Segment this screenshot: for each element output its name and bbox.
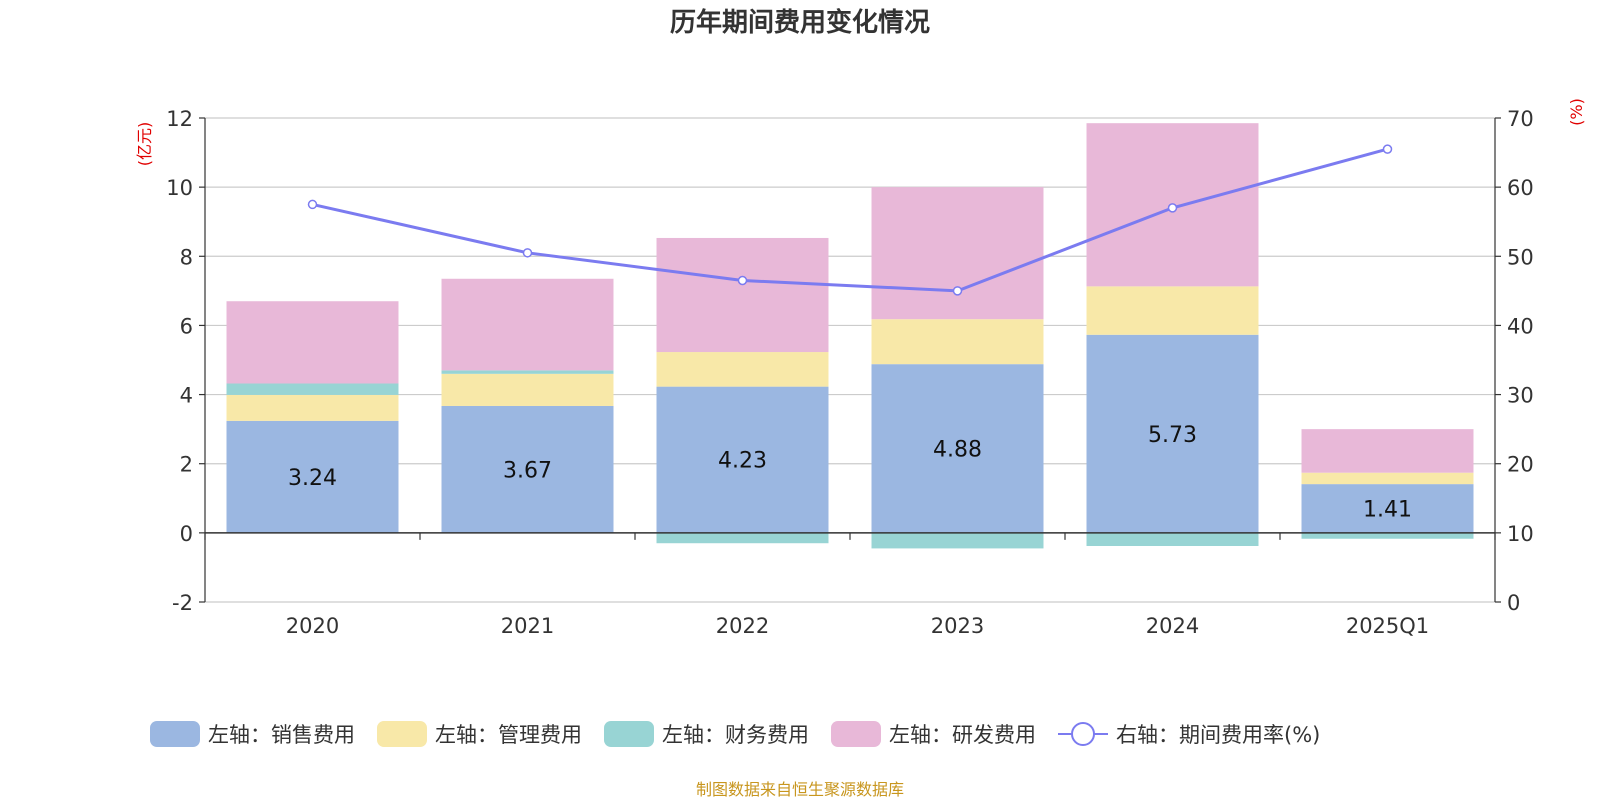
- x-tick-label: 2023: [931, 614, 984, 638]
- legend-item[interactable]: 左轴：财务费用: [604, 721, 809, 747]
- bar-segment: [871, 187, 1044, 320]
- label-layer: 3.24 3.67 4.23 4.88 5.73 1.41: [288, 423, 1412, 523]
- bar-layer: [226, 123, 1474, 549]
- right-tick-label: 20: [1507, 453, 1534, 477]
- legend-item[interactable]: 左轴：管理费用: [377, 721, 582, 747]
- legend-swatch: [150, 721, 200, 747]
- right-tick-label: 10: [1507, 522, 1534, 546]
- right-tick-label: 50: [1507, 245, 1534, 269]
- legend-label: 左轴：研发费用: [889, 723, 1036, 747]
- x-tick-label: 2024: [1146, 614, 1199, 638]
- bar-value-label: 4.23: [718, 449, 767, 474]
- rate-point: [952, 286, 963, 296]
- legend-swatch: [377, 721, 427, 747]
- bar-segment: [1301, 484, 1474, 533]
- axis-layer: -2 0 2 4 6 8 10 12 0 10 20 30 40 50 60 70 (亿元) (%) 2020 202…: [135, 98, 1586, 638]
- line-layer: [307, 144, 1393, 296]
- bar-segment: [1086, 286, 1259, 335]
- bar-value-label: 3.67: [503, 458, 552, 483]
- bar-segment: [441, 278, 614, 371]
- source-note: 制图数据来自恒生聚源数据库: [695, 780, 904, 799]
- legend-label: 左轴：财务费用: [662, 723, 809, 747]
- rate-point: [1382, 144, 1393, 154]
- left-tick-label: 0: [180, 522, 193, 546]
- legend-swatch: [604, 721, 654, 747]
- left-tick-label: 8: [180, 245, 193, 269]
- legend-item[interactable]: 左轴：研发费用: [831, 721, 1036, 747]
- bar-value-label: 4.88: [933, 438, 982, 463]
- bar-segment: [226, 301, 399, 384]
- bar-segment: [1086, 334, 1259, 533]
- bar-value-label: 1.41: [1363, 497, 1412, 522]
- legend-label: 右轴：期间费用率(%): [1116, 723, 1320, 747]
- rate-point: [1167, 203, 1178, 213]
- bar-segment: [656, 352, 829, 387]
- rate-point: [307, 199, 318, 210]
- right-axis-unit: (%): [1567, 98, 1586, 126]
- bar-segment: [871, 532, 1044, 549]
- rate-point: [522, 248, 533, 258]
- legend-label: 左轴：管理费用: [435, 723, 582, 747]
- bar-value-label: 5.73: [1148, 423, 1197, 448]
- legend[interactable]: 左轴：销售费用 左轴：管理费用 左轴：财务费用 左轴：研发费用 右轴：期间费用率(%): [150, 721, 1320, 747]
- bar-segment: [871, 319, 1044, 365]
- bar-segment: [656, 532, 829, 544]
- rate-line: [312, 147, 1388, 293]
- left-tick-label: 2: [180, 453, 193, 477]
- bar-segment: [226, 420, 399, 533]
- right-tick-label: 70: [1507, 107, 1534, 131]
- right-tick-label: 0: [1507, 591, 1520, 615]
- left-tick-label: 10: [166, 176, 193, 200]
- bar-segment: [656, 237, 829, 353]
- legend-marker-icon: [1071, 722, 1095, 746]
- x-tick-label: 2020: [286, 614, 339, 638]
- left-tick-label: 12: [166, 107, 193, 131]
- bar-segment: [656, 386, 829, 533]
- left-tick-label: 4: [180, 384, 193, 408]
- left-tick-label: 6: [180, 314, 193, 338]
- legend-item[interactable]: 右轴：期间费用率(%): [1058, 722, 1320, 747]
- bar-segment: [441, 373, 614, 406]
- right-tick-label: 40: [1507, 314, 1534, 338]
- bar-segment: [1301, 532, 1474, 539]
- bar-segment: [1301, 472, 1474, 485]
- chart-title: 历年期间费用变化情况: [669, 8, 930, 38]
- bar-segment: [1301, 429, 1474, 473]
- bar-segment: [1086, 532, 1259, 546]
- legend-label: 左轴：销售费用: [208, 723, 355, 747]
- legend-swatch: [831, 721, 881, 747]
- rate-point: [737, 275, 748, 286]
- bar-segment: [441, 405, 614, 533]
- bar-segment: [226, 383, 399, 395]
- left-axis-unit: (亿元): [135, 122, 154, 167]
- right-tick-label: 30: [1507, 384, 1534, 408]
- legend-item[interactable]: 左轴：销售费用: [150, 721, 355, 747]
- x-tick-label: 2021: [501, 614, 554, 638]
- left-tick-label: -2: [172, 591, 193, 615]
- x-tick-label: 2025Q1: [1346, 614, 1429, 638]
- bar-segment: [226, 394, 399, 421]
- bar-value-label: 3.24: [288, 466, 337, 491]
- x-tick-label: 2022: [716, 614, 769, 638]
- bar-segment: [441, 370, 614, 374]
- bar-segment: [871, 364, 1044, 533]
- right-tick-label: 60: [1507, 176, 1534, 200]
